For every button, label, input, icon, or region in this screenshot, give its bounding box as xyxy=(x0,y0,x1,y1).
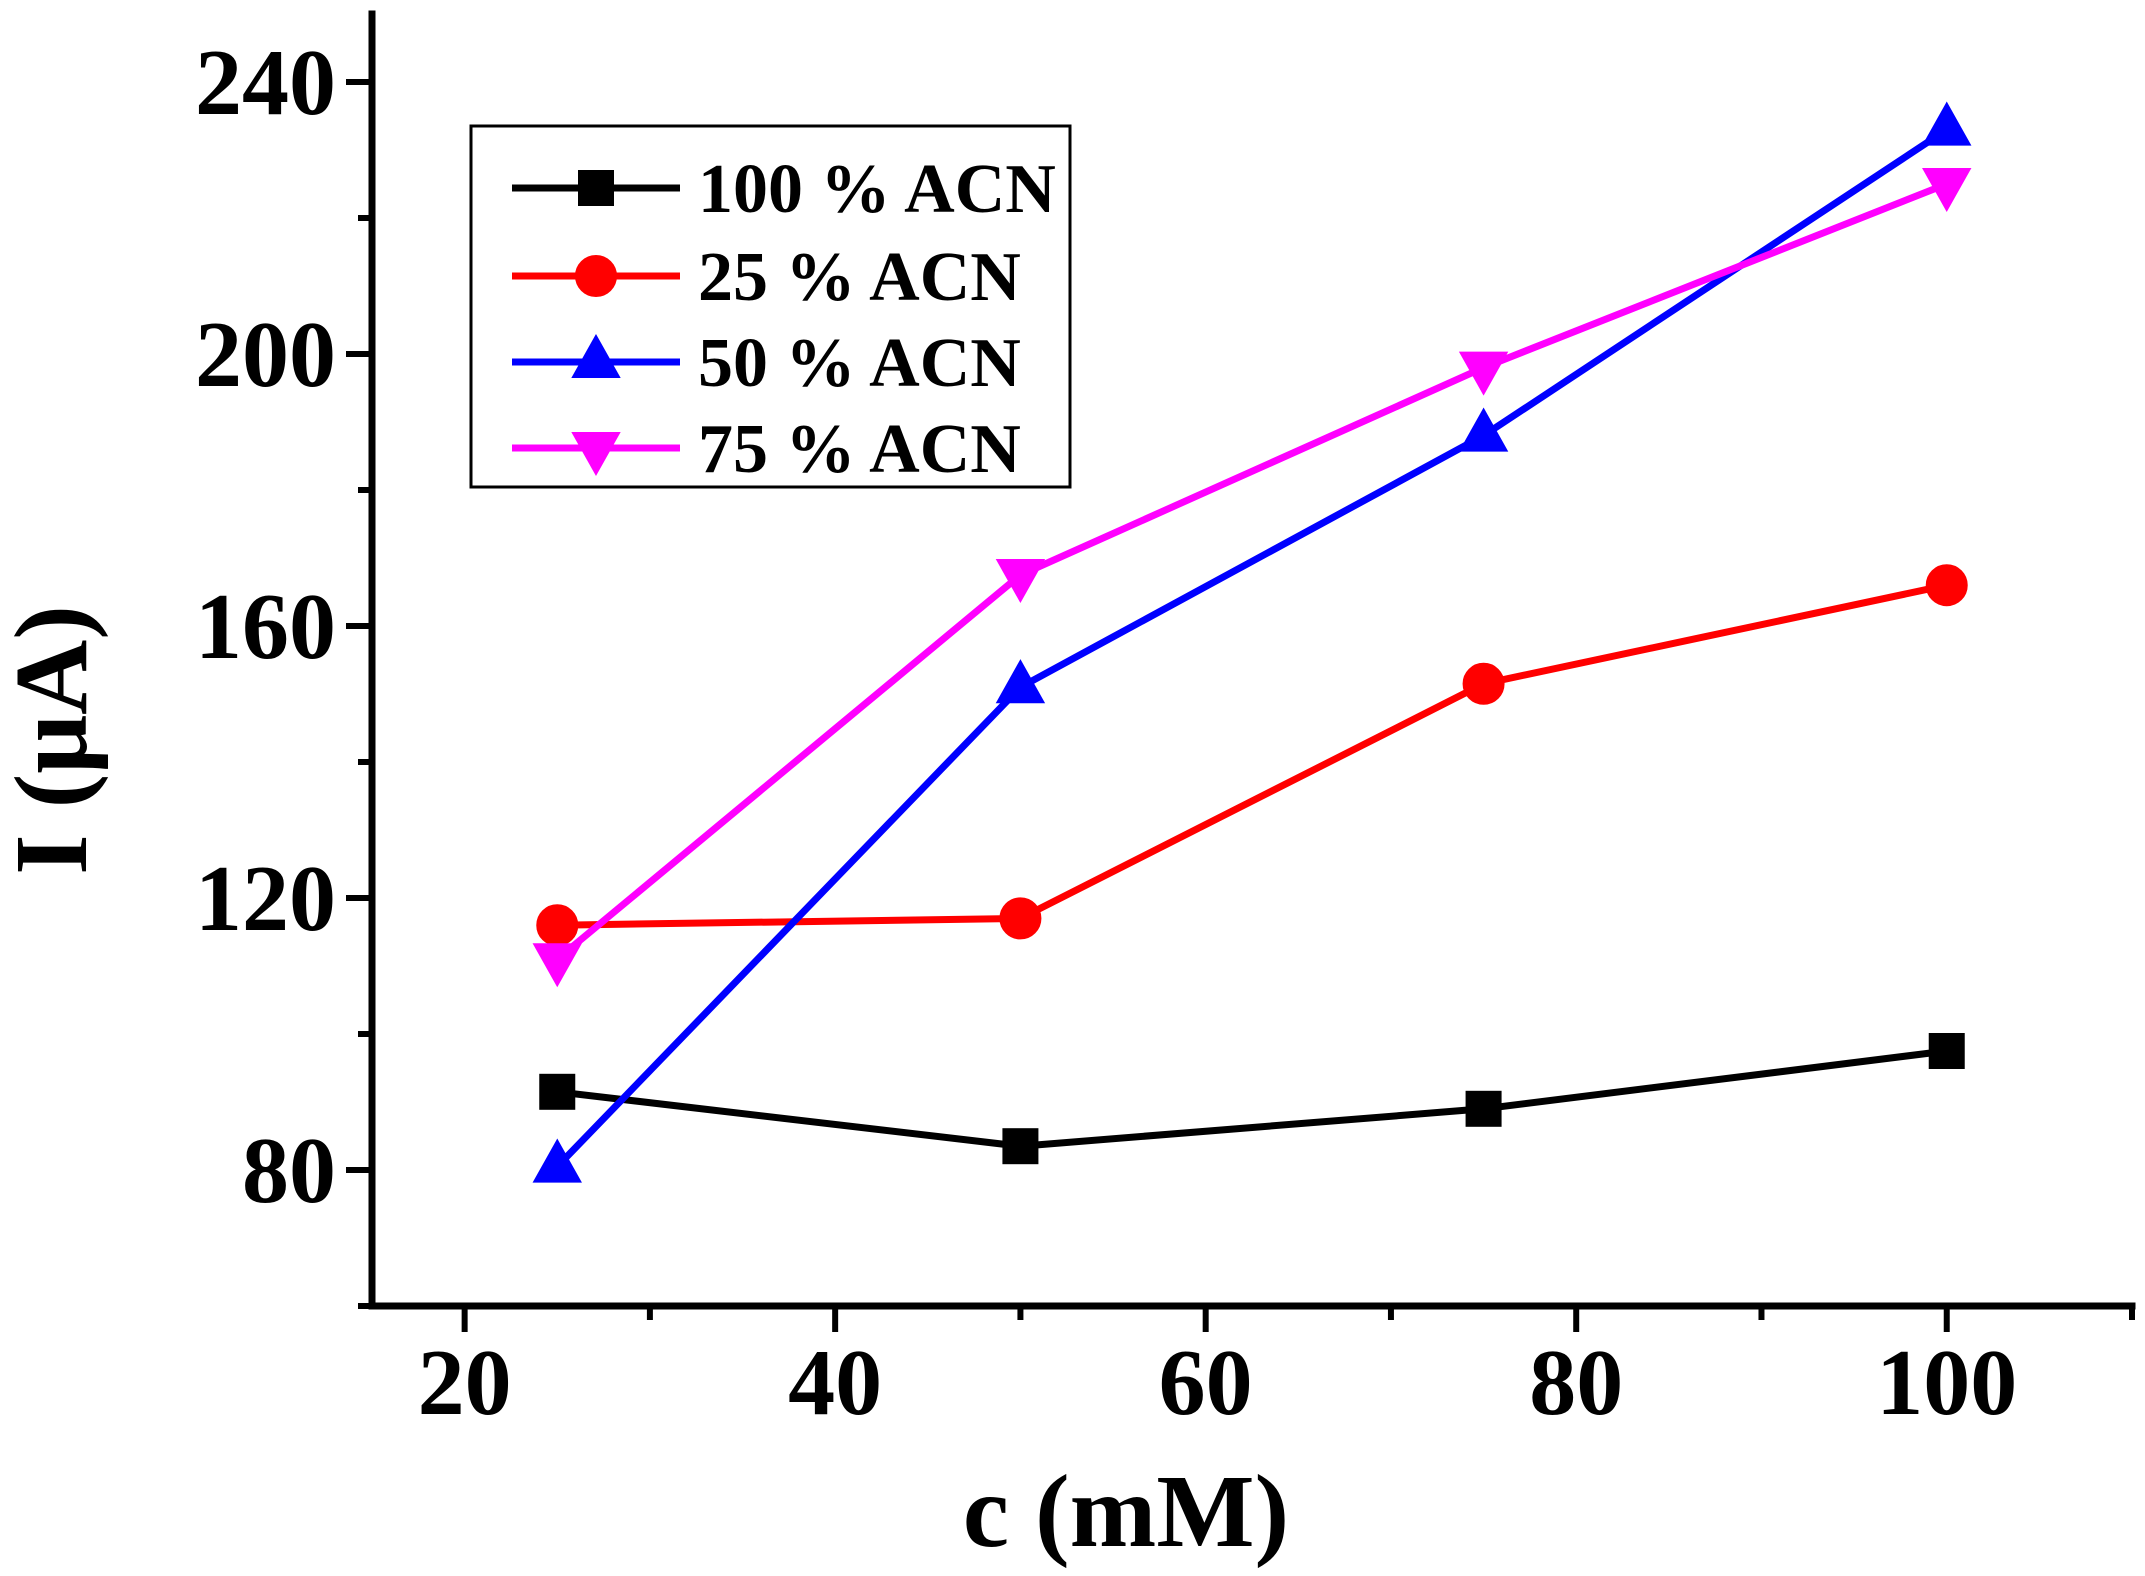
plot-lines xyxy=(554,126,1949,1170)
series-line-100acn xyxy=(556,1047,1948,1150)
legend-label-25acn: 25 % ACN xyxy=(698,239,1021,316)
data-point-25acn xyxy=(1925,564,1968,607)
legend-items: 100 % ACN 25 % ACN 50 % ACN 75 % ACN xyxy=(512,151,1056,488)
data-point-75acn xyxy=(532,943,582,988)
legend-label-75acn: 75 % ACN xyxy=(698,411,1021,488)
legend-label-50acn: 50 % ACN xyxy=(698,325,1021,402)
data-point-75acn xyxy=(995,559,1046,604)
x-tick-label: 20 xyxy=(418,1331,512,1435)
plot-markers xyxy=(532,101,1972,1183)
data-point-100acn xyxy=(1002,1128,1039,1165)
data-point-25acn xyxy=(536,904,579,947)
data-point-25acn xyxy=(999,897,1042,940)
legend-marker-100acn xyxy=(578,170,614,206)
legend-label-100acn: 100 % ACN xyxy=(698,151,1056,228)
data-point-100acn xyxy=(539,1073,576,1110)
x-axis-title: c (mM) xyxy=(963,1454,1289,1569)
data-point-100acn xyxy=(1465,1090,1502,1127)
y-tick-label: 160 xyxy=(195,575,336,679)
x-tick-label: 80 xyxy=(1529,1331,1623,1435)
x-tick-label: 100 xyxy=(1876,1331,2017,1435)
x-ticks: 20 40 60 80 100 xyxy=(418,1306,2135,1435)
data-point-100acn xyxy=(1928,1033,1965,1069)
series-line-50acn xyxy=(554,126,1949,1170)
data-point-50acn xyxy=(532,1138,582,1183)
data-point-50acn xyxy=(1458,407,1509,452)
y-tick-label: 240 xyxy=(195,31,336,135)
x-tick-label: 60 xyxy=(1159,1331,1253,1435)
legend-marker-50acn xyxy=(571,333,621,378)
legend-marker-25acn xyxy=(575,255,617,297)
y-tick-label: 200 xyxy=(195,303,336,407)
y-tick-label: 120 xyxy=(195,847,336,951)
y-tick-label: 80 xyxy=(242,1119,336,1223)
axes: 20 40 60 80 100 80 120 160 200 240 xyxy=(195,10,2136,1435)
legend-marker-75acn xyxy=(571,432,621,477)
series-line-75acn xyxy=(555,180,1949,962)
data-point-50acn xyxy=(995,659,1046,704)
data-point-75acn xyxy=(1922,168,1972,213)
data-point-75acn xyxy=(1458,351,1509,396)
x-tick-label: 40 xyxy=(788,1331,882,1435)
data-point-50acn xyxy=(1922,101,1972,146)
y-ticks: 80 120 160 200 240 xyxy=(195,31,372,1309)
data-point-25acn xyxy=(1462,662,1505,705)
legend: 100 % ACN 25 % ACN 50 % ACN 75 % ACN xyxy=(469,124,1072,489)
y-axis-title: I (μA) xyxy=(0,605,109,875)
series-line-25acn xyxy=(557,581,1948,929)
